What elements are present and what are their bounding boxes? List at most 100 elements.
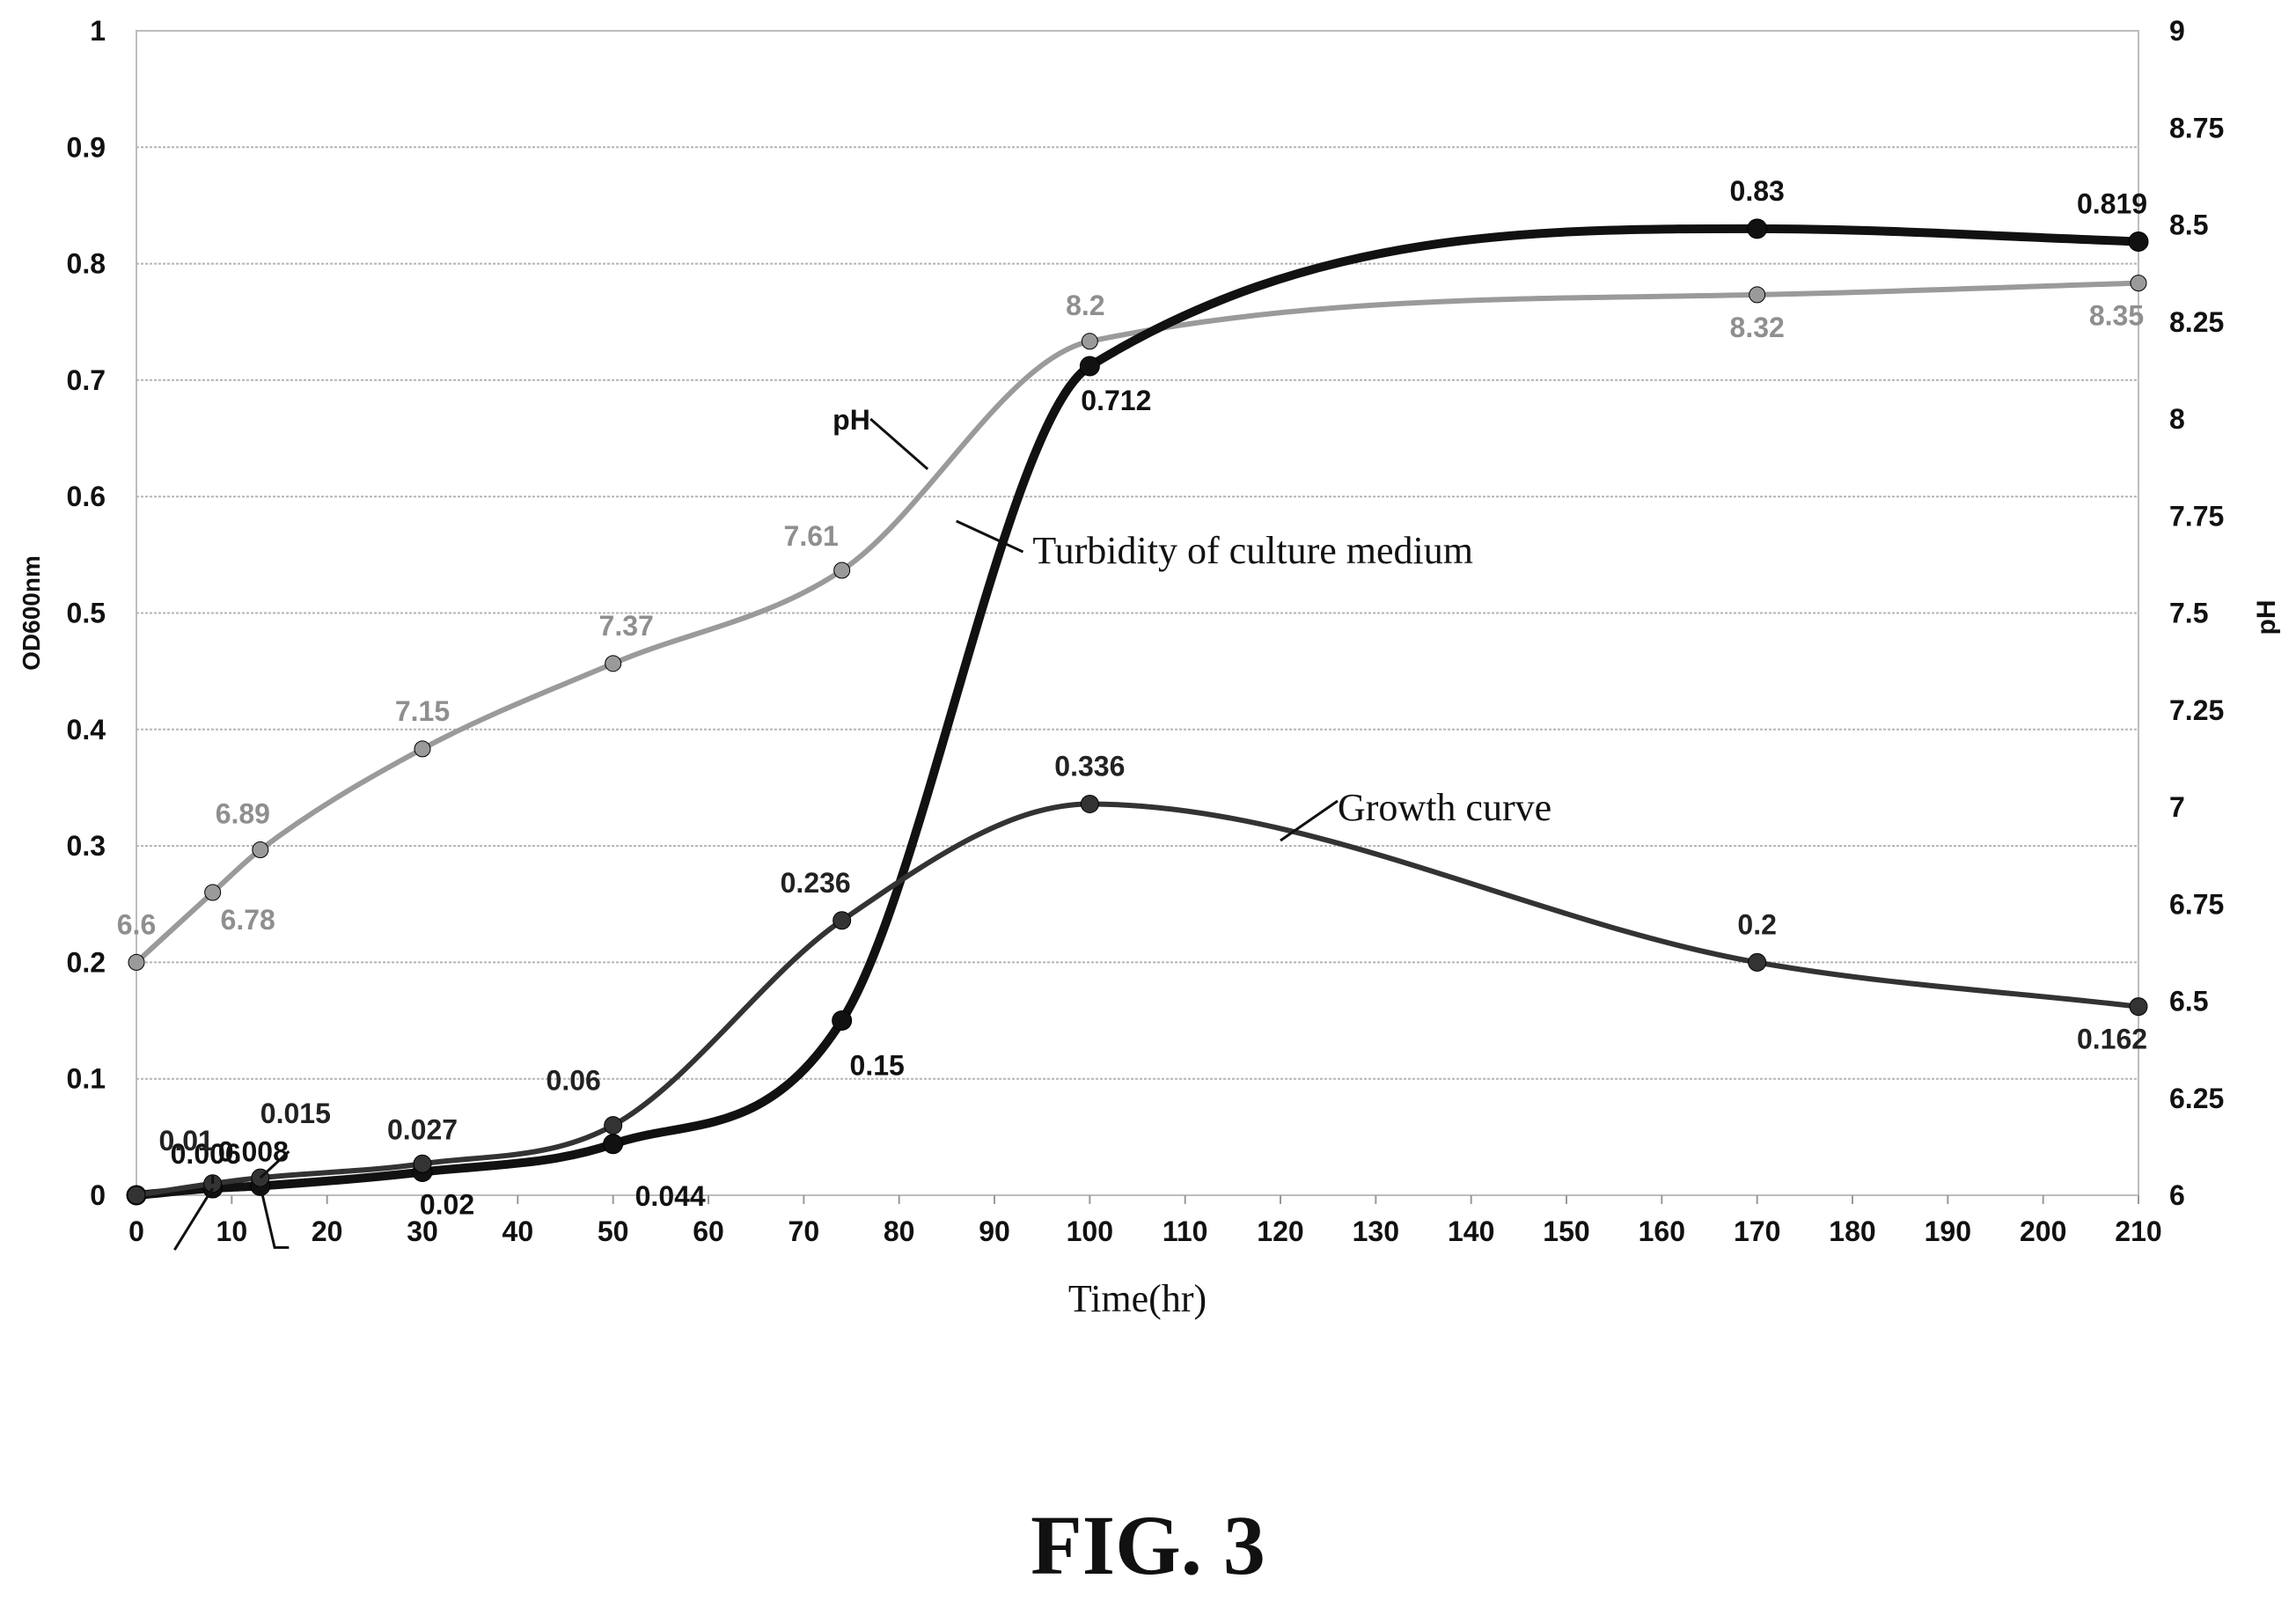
- x-tick-label: 20: [312, 1215, 343, 1247]
- data-point-turbidity: [832, 1010, 853, 1032]
- x-tick-label: 190: [1925, 1215, 1971, 1247]
- leader-line-0015: [259, 1150, 290, 1179]
- data-label-ph: 7.15: [395, 695, 450, 727]
- x-tick-label: 10: [216, 1215, 248, 1247]
- data-label-turbidity: 0.83: [1730, 175, 1785, 207]
- series-name-turbidity: Turbidity of culture medium: [1032, 529, 1473, 572]
- x-tick-label: 110: [1163, 1215, 1208, 1247]
- x-tick-label: 60: [693, 1215, 724, 1247]
- data-point-growth: [2129, 997, 2148, 1017]
- y-left-tick-label: 1: [90, 15, 106, 47]
- y-right-tick-label: 6.5: [2169, 986, 2208, 1017]
- series-name-ph: pH: [833, 404, 870, 436]
- data-point-ph: [1081, 333, 1098, 350]
- data-label-ph: 6.89: [216, 798, 270, 830]
- data-point-ph: [833, 562, 851, 579]
- data-point-ph: [414, 740, 431, 758]
- y-right-tick-label: 6.75: [2169, 888, 2224, 920]
- data-point-growth: [1748, 952, 1767, 972]
- data-label-turbidity: 0.006: [171, 1138, 241, 1170]
- x-tick-label: 210: [2115, 1215, 2161, 1247]
- data-point-turbidity: [2128, 231, 2149, 252]
- y-right-tick-label: 7: [2169, 791, 2185, 823]
- y-left-tick-label: 0.7: [67, 364, 106, 396]
- data-point-ph: [204, 884, 222, 901]
- data-label-turbidity: 0.712: [1081, 385, 1151, 416]
- y-right-tick-label: 8: [2169, 403, 2185, 435]
- data-label-ph: 8.32: [1730, 312, 1785, 343]
- y-right-tick-label: 8.75: [2169, 112, 2224, 143]
- data-point-growth: [127, 1186, 146, 1205]
- data-point-turbidity: [603, 1134, 624, 1155]
- data-label-ph: 6.6: [117, 908, 156, 940]
- y-right-axis-title: pH: [2252, 600, 2281, 635]
- x-axis-title: Time(hr): [1068, 1277, 1207, 1320]
- data-label-growth: 0.027: [387, 1113, 458, 1145]
- data-label-growth: 0.06: [546, 1065, 601, 1097]
- data-label-growth: 0.015: [260, 1098, 331, 1129]
- data-point-growth: [1080, 794, 1099, 813]
- y-left-tick-label: 0.2: [67, 946, 106, 978]
- data-label-growth: 0.162: [2077, 1024, 2147, 1055]
- data-point-ph: [1749, 286, 1766, 304]
- y-left-tick-label: 0.6: [67, 481, 106, 512]
- x-tick-label: 80: [884, 1215, 915, 1247]
- y-left-tick-label: 0: [90, 1179, 106, 1211]
- data-point-turbidity: [1747, 218, 1768, 239]
- y-left-tick-label: 0.8: [67, 248, 106, 280]
- data-point-ph: [605, 655, 622, 672]
- x-tick-label: 200: [2020, 1215, 2066, 1247]
- y-left-tick-label: 0.1: [67, 1063, 106, 1095]
- y-right-tick-label: 6: [2169, 1179, 2185, 1211]
- grid-layer: [136, 30, 2139, 1196]
- data-label-turbidity: 0.02: [420, 1189, 474, 1221]
- x-tick-label: 50: [598, 1215, 629, 1247]
- data-point-ph: [252, 841, 269, 859]
- data-label-ph: 8.35: [2089, 300, 2144, 332]
- y-left-axis-title: OD600nm: [18, 555, 45, 671]
- data-point-ph: [128, 953, 145, 971]
- x-tick-label: 160: [1639, 1215, 1685, 1247]
- axis-layer: 0 0.1 0.2 0.3 0.4 0.5 0.6 0.7 0.8 0.9 1 6 6.25 6.5 6.7…: [18, 15, 2281, 1320]
- data-point-ph: [2130, 275, 2147, 292]
- x-tick-label: 150: [1543, 1215, 1589, 1247]
- x-tick-label: 40: [502, 1215, 534, 1247]
- leader-line-0006: [173, 1187, 214, 1251]
- x-tick-label: 130: [1353, 1215, 1399, 1247]
- x-tick-label: 90: [979, 1215, 1010, 1247]
- data-label-ph: 7.61: [784, 520, 839, 552]
- y-right-tick-label: 7.75: [2169, 500, 2224, 532]
- data-label-ph: 7.37: [599, 610, 654, 642]
- x-tick-label: 180: [1829, 1215, 1875, 1247]
- x-tick-label: 170: [1734, 1215, 1780, 1247]
- leader-line-growth: [1280, 799, 1339, 842]
- x-tick-label: 140: [1448, 1215, 1494, 1247]
- x-tick-label: 100: [1067, 1215, 1113, 1247]
- data-label-turbidity: 0.15: [850, 1050, 905, 1082]
- data-point-turbidity: [1079, 356, 1100, 377]
- data-label-growth: 0.336: [1054, 750, 1125, 782]
- data-label-ph: 8.2: [1066, 290, 1104, 321]
- data-point-growth: [833, 911, 852, 930]
- label-layer: 6.6 6.786.897.157.377.618.28.32 8.350.0060…: [117, 175, 2147, 1221]
- y-right-tick-label: 8.25: [2169, 306, 2224, 338]
- y-left-tick-label: 0.5: [67, 598, 106, 629]
- data-point-growth: [413, 1154, 432, 1173]
- series-name-growth: Growth curve: [1338, 786, 1551, 829]
- series-line-turbidity: [132, 224, 2143, 1200]
- annotation-layer: pH Turbidity of culture medium Growth curv…: [173, 404, 1551, 1251]
- x-tick-label: 120: [1257, 1215, 1303, 1247]
- x-tick-label: 0: [128, 1215, 144, 1247]
- figure-label: FIG. 3: [1031, 1498, 1265, 1592]
- y-left-tick-label: 0.9: [67, 131, 106, 163]
- x-tick-label: 30: [407, 1215, 438, 1247]
- y-right-tick-label: 8.5: [2169, 209, 2208, 241]
- data-point-growth: [604, 1116, 623, 1135]
- data-label-growth: 0.236: [781, 867, 851, 899]
- y-right-tick-label: 9: [2169, 15, 2185, 47]
- y-right-tick-label: 7.25: [2169, 694, 2224, 726]
- y-right-tick-label: 7.5: [2169, 598, 2208, 629]
- data-label-growth: 0.2: [1737, 908, 1776, 940]
